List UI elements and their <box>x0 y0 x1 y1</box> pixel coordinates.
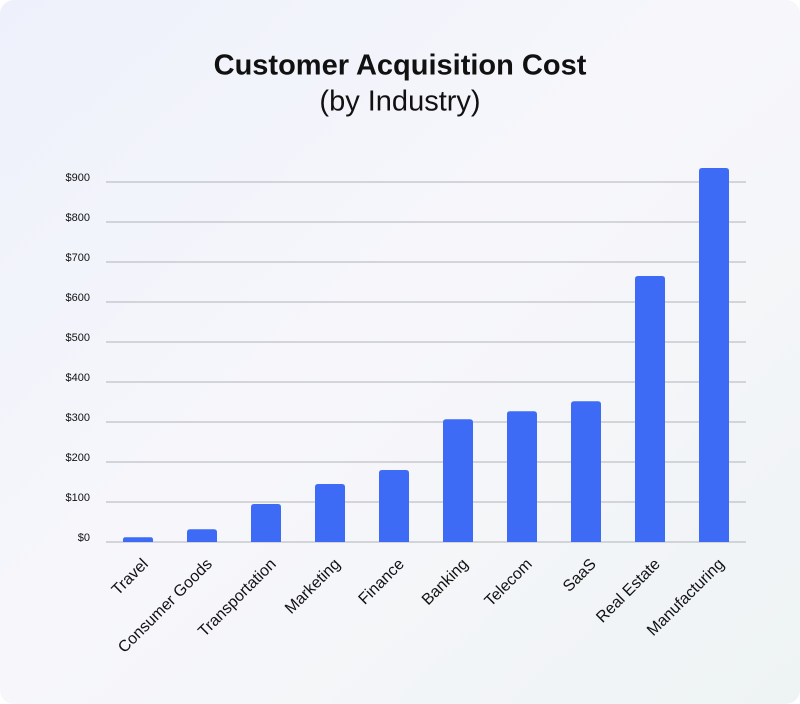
y-tick-label: $100 <box>66 492 90 504</box>
bar <box>443 419 473 542</box>
bar <box>315 484 345 542</box>
bar <box>187 529 217 542</box>
bar <box>635 276 665 542</box>
y-tick-label: $900 <box>66 172 90 184</box>
bar <box>251 504 281 542</box>
bar <box>507 411 537 542</box>
y-tick-label: $500 <box>66 332 90 344</box>
y-tick-label: $0 <box>78 532 90 544</box>
bar <box>379 470 409 542</box>
chart-subtitle: (by Industry) <box>319 86 480 118</box>
y-tick-label: $600 <box>66 292 90 304</box>
y-tick-label: $300 <box>66 412 90 424</box>
bar <box>571 401 601 542</box>
y-tick-label: $800 <box>66 212 90 224</box>
y-tick-label: $400 <box>66 372 90 384</box>
y-tick-label: $200 <box>66 452 90 464</box>
y-tick-label: $700 <box>66 252 90 264</box>
bar <box>123 537 153 542</box>
bar <box>699 168 729 542</box>
chart-title: Customer Acquisition Cost <box>214 50 587 82</box>
